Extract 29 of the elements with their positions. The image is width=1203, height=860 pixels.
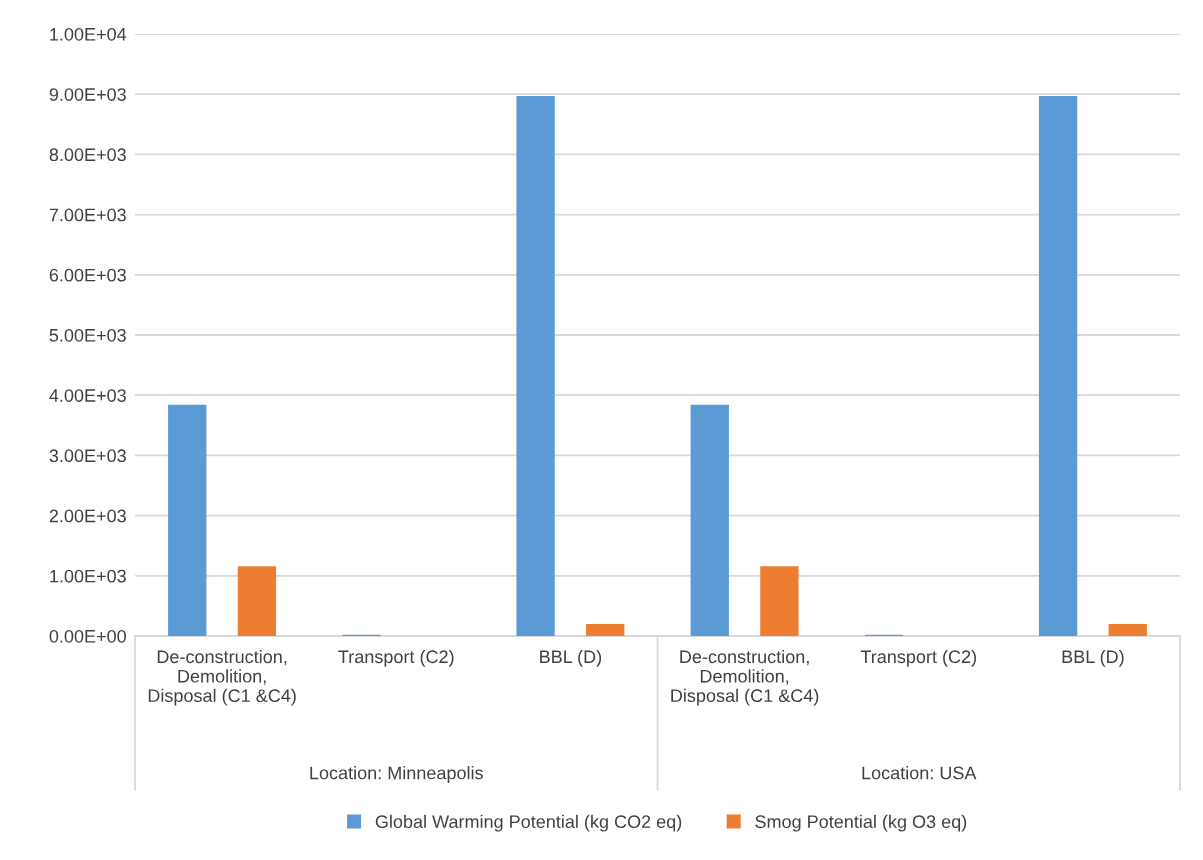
bar: [690, 404, 729, 636]
legend-label: Smog Potential (kg O3 eq): [755, 814, 967, 832]
bar: [760, 566, 799, 636]
legend-label: Global Warming Potential (kg CO2 eq): [375, 814, 682, 832]
y-tick-label: 7.00E+03: [49, 208, 126, 222]
y-tick-label: 0.00E+00: [49, 629, 126, 643]
text: Location: Minneapolis: [310, 766, 483, 783]
bar: [516, 96, 555, 636]
bar: [1108, 623, 1147, 636]
y-tick-label: 2.00E+03: [49, 509, 126, 523]
x-tick-label: Transport (C2): [860, 649, 976, 667]
y-tick-label: 1.00E+03: [50, 569, 126, 583]
bar: [237, 566, 277, 636]
y-tick-label: 9.00E+03: [49, 88, 126, 101]
bar: [586, 623, 625, 636]
x-tick-label: BBL (D): [1062, 649, 1124, 667]
x-tick-label: De-construction, Demolition, Disposal (C1 &C4): [671, 649, 819, 706]
y-tick-label: 6.00E+03: [49, 268, 126, 282]
x-tick-label: Transport (C2): [338, 649, 454, 667]
bar: [1038, 96, 1078, 636]
y-tick-label: 4.00E+03: [49, 389, 126, 402]
text: Location: USA: [862, 766, 977, 780]
bar: [168, 404, 207, 636]
y-tick-label: 3.00E+03: [49, 449, 126, 463]
y-tick-label: 8.00E+03: [49, 148, 126, 162]
y-tick-label: 5.00E+03: [49, 328, 126, 342]
x-tick-label: De-construction, Demolition, Disposal (C1 &C4): [148, 649, 296, 706]
y-tick-label: 1.00E+04: [50, 27, 127, 41]
x-tick-label: BBL (D): [540, 649, 602, 667]
